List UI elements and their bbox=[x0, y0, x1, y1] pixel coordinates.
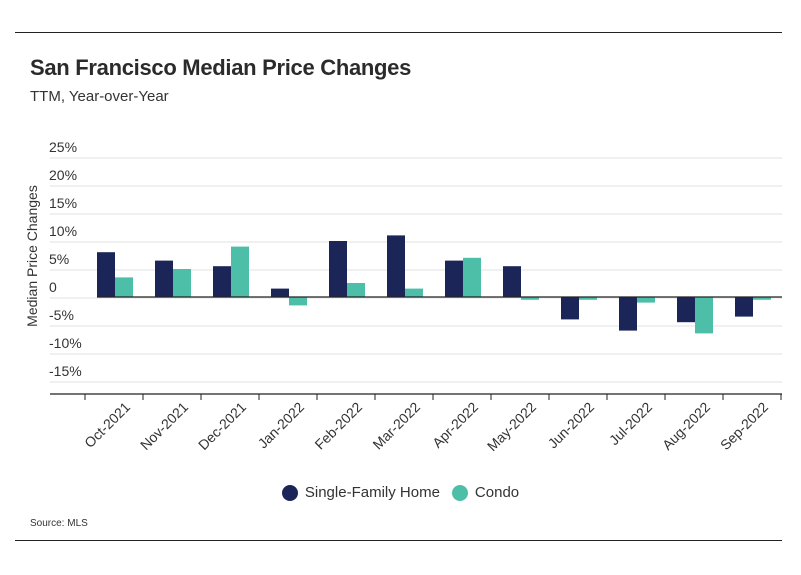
y-tick-label: 20% bbox=[49, 167, 77, 183]
source-note: Source: MLS bbox=[30, 518, 88, 529]
x-tick-label: Jun-2022 bbox=[545, 399, 598, 452]
bar-single-family bbox=[387, 235, 405, 297]
x-tick-label: Nov-2021 bbox=[137, 399, 191, 453]
legend-swatch-condo bbox=[451, 484, 468, 501]
x-tick-label: Mar-2022 bbox=[369, 399, 423, 453]
y-tick-label: 0 bbox=[49, 279, 57, 295]
bars bbox=[97, 235, 771, 334]
legend: Single-Family Home Condo bbox=[0, 484, 801, 501]
y-tick-label: -15% bbox=[49, 363, 82, 379]
bar-condo bbox=[115, 277, 133, 297]
bar-single-family bbox=[329, 241, 347, 297]
legend-label-single-family: Single-Family Home bbox=[304, 484, 440, 501]
bar-single-family bbox=[735, 297, 753, 317]
bar-single-family bbox=[619, 297, 637, 331]
bar-single-family bbox=[271, 288, 289, 297]
chart-title: San Francisco Median Price Changes bbox=[30, 55, 412, 80]
x-tick-label: Apr-2022 bbox=[429, 399, 481, 451]
y-tick-label: 15% bbox=[49, 195, 77, 211]
bar-single-family bbox=[445, 260, 463, 297]
bar-single-family bbox=[97, 252, 115, 297]
x-tick-label: Feb-2022 bbox=[311, 399, 365, 453]
bar-condo bbox=[405, 288, 423, 297]
x-tick-label: Dec-2021 bbox=[195, 399, 249, 453]
bar-condo bbox=[463, 257, 481, 297]
bar-condo bbox=[579, 297, 597, 300]
y-tick-label: 25% bbox=[49, 139, 77, 155]
bar-condo bbox=[637, 297, 655, 303]
bar-chart: 25% 20% 15% 10% 5% 0 -5% -10% -15% Oct-2021 Nov-20… bbox=[24, 139, 782, 454]
y-tick-label: 10% bbox=[49, 223, 77, 239]
bar-condo bbox=[695, 297, 713, 334]
y-tick-label: 5% bbox=[49, 251, 69, 267]
y-tick-label: -5% bbox=[49, 307, 74, 323]
bar-single-family bbox=[213, 266, 231, 297]
x-tick-label: May-2022 bbox=[484, 399, 539, 454]
y-axis-label: Median Price Changes bbox=[24, 185, 40, 327]
chart-subtitle: TTM, Year-over-Year bbox=[30, 88, 169, 105]
x-tick-label: Jul-2022 bbox=[606, 399, 655, 448]
x-tick-label: Oct-2021 bbox=[81, 399, 133, 451]
y-tick-label: -10% bbox=[49, 335, 82, 351]
bar-single-family bbox=[503, 266, 521, 297]
x-tick-label: Sep-2022 bbox=[717, 399, 771, 453]
bar-condo bbox=[289, 297, 307, 306]
x-tick-label: Aug-2022 bbox=[659, 399, 713, 453]
legend-label-condo: Condo bbox=[474, 484, 520, 501]
bar-single-family bbox=[561, 297, 579, 320]
axes bbox=[50, 296, 782, 400]
bar-condo bbox=[347, 283, 365, 297]
top-rule bbox=[15, 32, 782, 33]
bar-single-family bbox=[155, 260, 173, 297]
legend-item-single-family: Single-Family Home bbox=[281, 484, 440, 501]
bar-condo bbox=[231, 246, 249, 297]
bar-single-family bbox=[677, 297, 695, 323]
grid-lines bbox=[50, 157, 782, 383]
bar-condo bbox=[753, 297, 771, 300]
bar-condo bbox=[173, 269, 191, 297]
legend-swatch-single-family bbox=[281, 484, 298, 501]
bar-condo bbox=[521, 297, 539, 300]
legend-item-condo: Condo bbox=[451, 484, 520, 501]
x-tick-label: Jan-2022 bbox=[255, 399, 308, 452]
bottom-rule bbox=[15, 540, 782, 541]
